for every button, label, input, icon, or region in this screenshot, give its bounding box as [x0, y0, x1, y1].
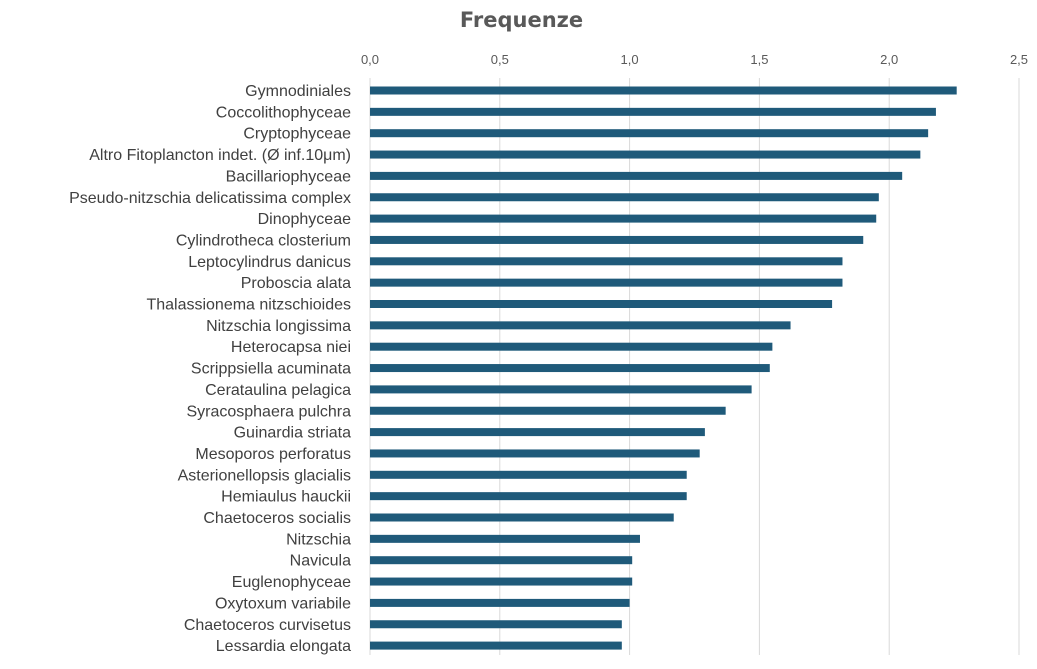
category-label: Thalassionema nitzschioides — [146, 297, 351, 314]
bar — [370, 492, 687, 501]
bar — [370, 513, 674, 522]
category-label: Leptocylindrus danicus — [188, 254, 351, 271]
bar — [370, 321, 791, 330]
category-label: Asterionellopsis glacialis — [178, 467, 351, 484]
bar — [370, 428, 705, 437]
bar — [370, 257, 843, 266]
category-label: Nitzschia longissima — [206, 318, 351, 335]
category-label: Altro Fitoplancton indet. (Ø inf.10μm) — [89, 147, 351, 164]
bar — [370, 577, 633, 586]
category-label: Cylindrotheca closterium — [176, 232, 351, 249]
category-label: Gymnodiniales — [245, 83, 351, 100]
category-label: Bacillariophyceae — [226, 168, 352, 185]
bar — [370, 620, 622, 629]
x-tick-label: 0,5 — [491, 52, 509, 67]
bar — [370, 641, 622, 650]
x-tick-label: 1,5 — [750, 52, 768, 67]
x-tick-label: 2,0 — [880, 52, 898, 67]
bar — [370, 129, 929, 138]
category-label: Heterocapsa niei — [231, 339, 351, 356]
bar — [370, 406, 726, 415]
category-label: Coccolithophyceae — [216, 104, 351, 121]
category-label: Mesoporos perforatus — [195, 446, 351, 463]
category-label: Euglenophyceae — [232, 574, 351, 591]
category-label: Lessardia elongata — [216, 638, 351, 655]
category-label: Hemiaulus hauckii — [221, 489, 351, 506]
bar — [370, 300, 833, 308]
category-label: Navicula — [290, 553, 351, 570]
bar — [370, 107, 936, 116]
bar — [370, 556, 633, 565]
bar — [370, 534, 640, 543]
x-tick-label: 2,5 — [1010, 52, 1028, 67]
bar — [370, 235, 864, 244]
bar — [370, 193, 879, 202]
category-label: Dinophyceae — [258, 211, 352, 228]
bar — [370, 385, 752, 394]
bar — [370, 598, 630, 607]
chart-title: Frequenze — [459, 8, 584, 32]
category-label: Chaetoceros socialis — [203, 510, 351, 527]
category-label: Cerataulina pelagica — [205, 382, 351, 399]
category-label: Scrippsiella acuminata — [191, 361, 351, 378]
category-label: Oxytoxum variabile — [215, 595, 351, 612]
bar — [370, 150, 921, 159]
category-label: Guinardia striata — [234, 425, 351, 442]
bar — [370, 278, 843, 287]
category-label: Nitzschia — [286, 531, 351, 548]
bar — [370, 171, 903, 180]
bar — [370, 86, 957, 95]
category-label: Chaetoceros curvisetus — [184, 617, 351, 634]
category-label: Cryptophyceae — [243, 126, 351, 143]
category-label: Proboscia alata — [241, 275, 351, 292]
bar — [370, 364, 770, 373]
bar — [370, 449, 700, 458]
category-label: Pseudo-nitzschia delicatissima complex — [69, 190, 351, 207]
bar — [370, 214, 877, 223]
category-label: Syracosphaera pulchra — [186, 403, 351, 420]
bar — [370, 470, 687, 479]
bar — [370, 342, 773, 351]
x-tick-label: 0,0 — [361, 52, 379, 67]
x-tick-label: 1,0 — [621, 52, 639, 67]
